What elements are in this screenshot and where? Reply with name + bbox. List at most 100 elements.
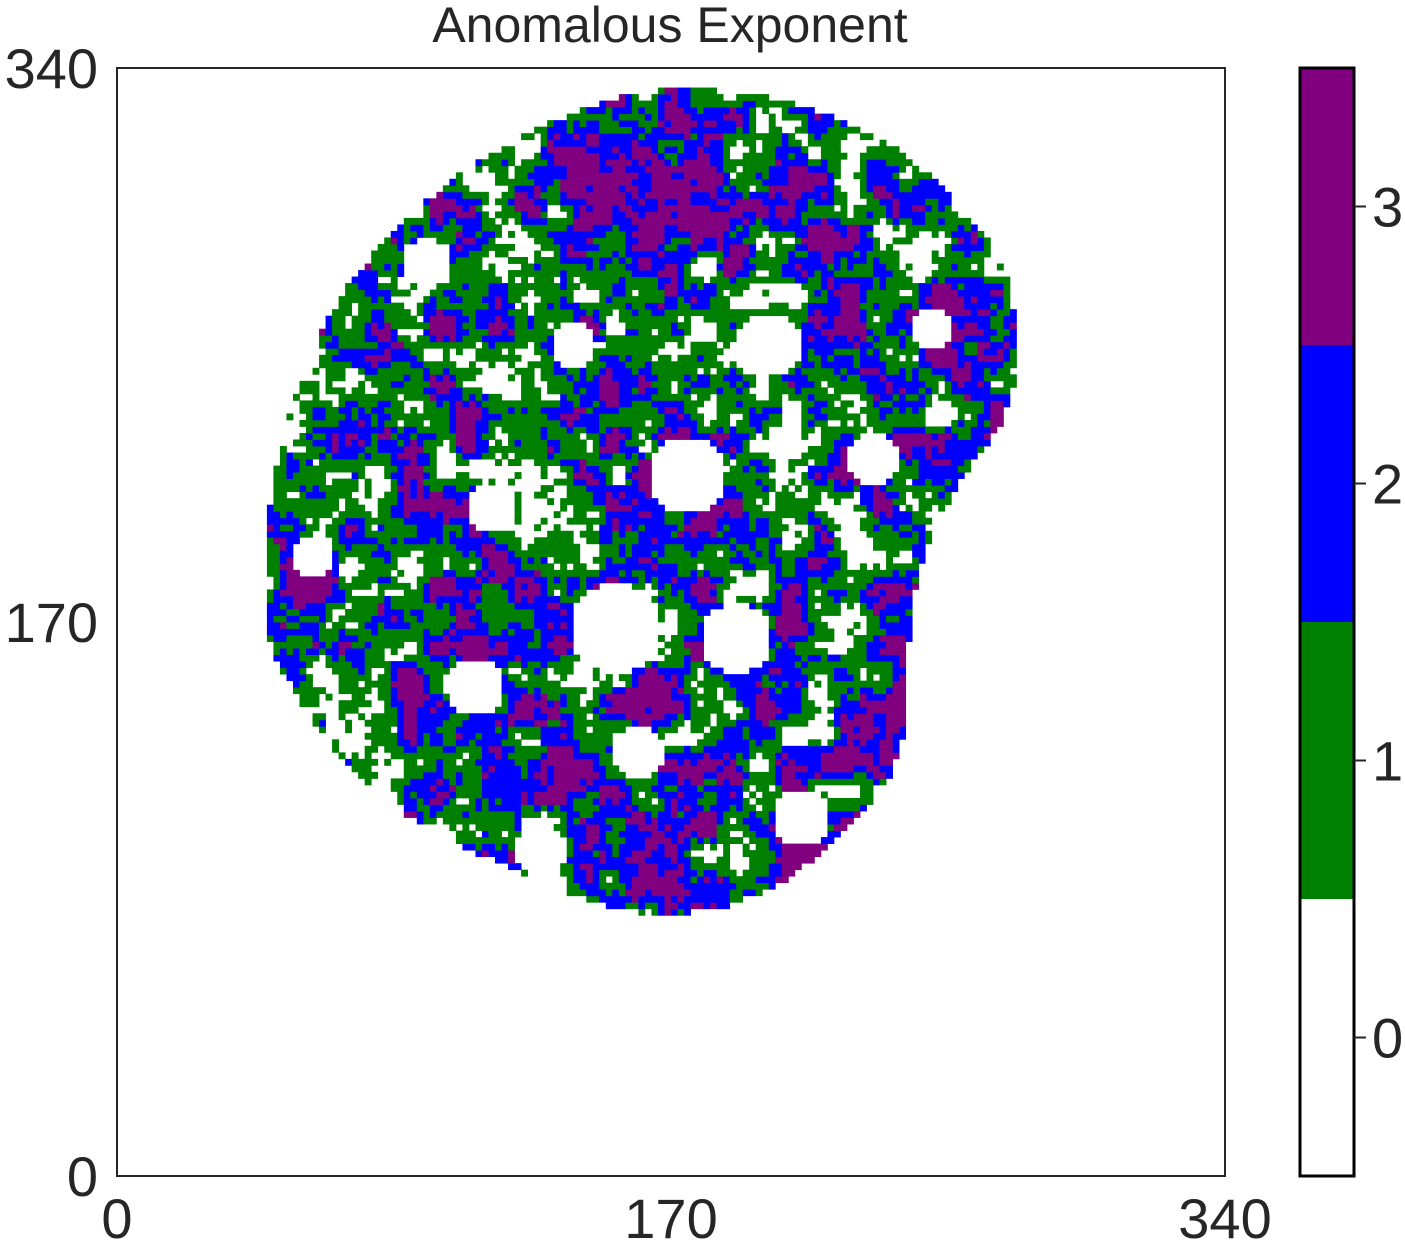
heatmap-cell — [527, 543, 535, 551]
heatmap-cell — [390, 661, 398, 669]
heatmap-cell — [762, 811, 770, 818]
heatmap-cell — [990, 419, 998, 427]
heatmap-cell — [840, 771, 848, 779]
heatmap-cell — [266, 543, 274, 551]
heatmap-cell — [358, 517, 366, 525]
heatmap-cell — [892, 680, 900, 688]
heatmap-cell — [801, 778, 809, 786]
heatmap-cell — [403, 485, 411, 493]
heatmap-cell — [514, 498, 522, 506]
heatmap-cell — [892, 576, 900, 584]
heatmap-cell — [416, 498, 424, 506]
heatmap-cell — [814, 667, 822, 675]
heatmap-cell — [560, 739, 568, 747]
heatmap-cell — [586, 758, 594, 766]
heatmap-cell — [749, 569, 757, 577]
heatmap-cell — [690, 863, 698, 871]
heatmap-cell — [455, 622, 463, 629]
heatmap-cell — [860, 804, 867, 812]
heatmap-cell — [397, 543, 405, 551]
heatmap-cell — [788, 674, 796, 682]
heatmap-cell — [755, 693, 763, 701]
heatmap-cell — [794, 628, 802, 636]
heatmap-cell — [781, 876, 789, 884]
heatmap-cell — [423, 615, 431, 623]
heatmap-cell — [501, 563, 509, 571]
heatmap-cell — [860, 797, 867, 805]
heatmap-cell — [788, 641, 796, 649]
heatmap-cell — [781, 511, 789, 519]
heatmap-cell — [573, 543, 581, 551]
heatmap-cell — [462, 576, 470, 584]
heatmap-cell — [540, 654, 548, 662]
heatmap-cell — [488, 602, 496, 610]
heatmap-cell — [560, 758, 568, 766]
heatmap-cell — [547, 439, 555, 447]
heatmap-cell — [827, 830, 835, 838]
heatmap-cell — [358, 543, 366, 551]
heatmap-cell — [781, 674, 789, 682]
heatmap-cell — [436, 550, 444, 558]
heatmap-cell — [416, 817, 424, 825]
heatmap-cell — [879, 693, 887, 701]
heatmap-cell — [586, 817, 594, 825]
heatmap-cell — [299, 661, 307, 669]
heatmap-cell — [612, 563, 620, 571]
heatmap-cell — [338, 706, 346, 714]
heatmap-cell — [579, 791, 587, 799]
heatmap-cell — [892, 563, 900, 571]
heatmap-cell — [716, 726, 724, 734]
heatmap-cell — [495, 569, 502, 577]
heatmap-cell — [723, 856, 731, 864]
heatmap-cell — [820, 635, 828, 642]
heatmap-cell — [573, 843, 581, 851]
heatmap-cell — [273, 608, 281, 616]
heatmap-cell — [306, 530, 313, 538]
heatmap-cell — [833, 719, 841, 727]
heatmap-cell — [358, 641, 366, 649]
heatmap-cell — [690, 622, 698, 629]
heatmap-cell — [794, 511, 802, 519]
heatmap-cell — [442, 797, 450, 805]
heatmap-cell — [573, 700, 581, 708]
heatmap-cell — [957, 432, 965, 440]
heatmap-cell — [788, 863, 796, 871]
heatmap-cell — [866, 739, 874, 747]
heatmap-cell — [684, 889, 691, 897]
heatmap-cell — [279, 661, 287, 669]
heatmap-cell — [416, 432, 424, 440]
heatmap-cell — [801, 459, 809, 466]
heatmap-cell — [579, 869, 587, 877]
heatmap-cell — [618, 459, 626, 466]
heatmap-cell — [873, 498, 880, 506]
heatmap-cell — [853, 595, 861, 603]
heatmap-cell — [345, 648, 353, 655]
heatmap-cell — [853, 745, 861, 753]
heatmap-cell — [638, 563, 646, 571]
heatmap-cell — [579, 719, 587, 727]
heatmap-cell — [416, 439, 424, 447]
heatmap-cell — [534, 635, 542, 642]
heatmap-cell — [442, 732, 450, 740]
heatmap-cell — [416, 511, 424, 519]
heatmap-cell — [788, 693, 796, 701]
heatmap-cell — [279, 582, 287, 590]
heatmap-cell — [540, 797, 548, 805]
heatmap-cell — [846, 726, 854, 734]
heatmap-cell — [358, 661, 366, 669]
heatmap-cell — [501, 713, 509, 721]
heatmap-cell — [886, 543, 893, 551]
heatmap-cell — [495, 758, 502, 766]
heatmap-cell — [332, 628, 339, 636]
heatmap-cell — [638, 700, 646, 708]
heatmap-cell — [625, 876, 633, 884]
heatmap-cell — [684, 674, 691, 682]
heatmap-cell — [514, 622, 522, 629]
heatmap-cell — [364, 641, 372, 649]
heatmap-cell — [475, 811, 483, 818]
heatmap-cell — [690, 615, 698, 623]
heatmap-cell — [475, 530, 483, 538]
heatmap-cell — [292, 674, 300, 682]
heatmap-cell — [371, 413, 379, 421]
heatmap-cell — [873, 726, 880, 734]
